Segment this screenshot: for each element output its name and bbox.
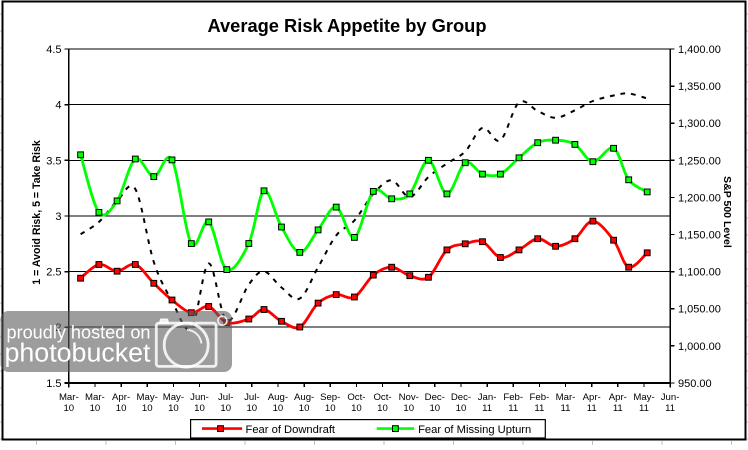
svg-text:3.5: 3.5: [46, 155, 61, 167]
svg-text:Average Risk Appetite by Group: Average Risk Appetite by Group: [207, 15, 486, 36]
svg-text:1 = Avoid Risk, 5 = Take Risk: 1 = Avoid Risk, 5 = Take Risk: [31, 140, 43, 285]
svg-text:Oct-: Oct-: [347, 392, 365, 403]
svg-text:1,150.00: 1,150.00: [678, 230, 721, 242]
svg-text:10: 10: [377, 403, 388, 414]
svg-text:Feb-: Feb-: [530, 392, 550, 403]
svg-text:Mar-: Mar-: [59, 392, 79, 403]
svg-text:1,250.00: 1,250.00: [678, 155, 721, 167]
svg-text:Aug-: Aug-: [294, 392, 314, 403]
svg-text:1,050.00: 1,050.00: [678, 304, 721, 316]
svg-text:10: 10: [168, 403, 179, 414]
svg-text:May-: May-: [137, 392, 158, 403]
svg-text:10: 10: [220, 403, 231, 414]
svg-text:1,350.00: 1,350.00: [678, 81, 721, 93]
svg-text:10: 10: [351, 403, 362, 414]
svg-text:11: 11: [613, 403, 623, 414]
svg-text:10: 10: [429, 403, 440, 414]
svg-text:11: 11: [534, 403, 544, 414]
svg-text:Dec-: Dec-: [425, 392, 445, 403]
svg-text:May-: May-: [633, 392, 654, 403]
svg-text:10: 10: [194, 403, 205, 414]
svg-text:Jul-: Jul-: [218, 392, 233, 403]
svg-text:Jun-: Jun-: [190, 392, 209, 403]
svg-text:1,400.00: 1,400.00: [678, 44, 721, 56]
svg-text:Sep-: Sep-: [320, 392, 340, 403]
svg-text:10: 10: [273, 403, 284, 414]
svg-text:Oct-: Oct-: [373, 392, 391, 403]
svg-text:Nov-: Nov-: [399, 392, 419, 403]
svg-text:4: 4: [55, 100, 61, 112]
svg-text:1,000.00: 1,000.00: [678, 341, 721, 353]
svg-text:11: 11: [561, 403, 571, 414]
svg-text:Jan-: Jan-: [478, 392, 497, 403]
svg-text:1,300.00: 1,300.00: [678, 118, 721, 130]
svg-text:11: 11: [482, 403, 492, 414]
svg-text:10: 10: [142, 403, 153, 414]
svg-text:May-: May-: [163, 392, 184, 403]
svg-text:Jun-: Jun-: [661, 392, 680, 403]
svg-text:proudly hosted on: proudly hosted on: [7, 321, 151, 342]
svg-text:10: 10: [63, 403, 74, 414]
svg-text:Apr-: Apr-: [112, 392, 130, 403]
svg-text:1,200.00: 1,200.00: [678, 192, 721, 204]
svg-text:1,100.00: 1,100.00: [678, 267, 721, 279]
svg-text:11: 11: [639, 403, 649, 414]
svg-text:10: 10: [90, 403, 101, 414]
svg-text:Fear of Downdraft: Fear of Downdraft: [246, 424, 336, 436]
svg-text:photobucket: photobucket: [5, 340, 151, 368]
svg-text:11: 11: [508, 403, 518, 414]
svg-text:10: 10: [299, 403, 310, 414]
svg-text:Apr-: Apr-: [583, 392, 601, 403]
svg-text:2.5: 2.5: [46, 267, 61, 279]
svg-text:Apr-: Apr-: [609, 392, 627, 403]
svg-text:11: 11: [665, 403, 675, 414]
svg-text:10: 10: [456, 403, 467, 414]
svg-text:11: 11: [587, 403, 597, 414]
svg-text:Dec-: Dec-: [451, 392, 471, 403]
svg-text:Jul-: Jul-: [244, 392, 259, 403]
svg-text:10: 10: [116, 403, 127, 414]
svg-text:10: 10: [403, 403, 414, 414]
svg-text:1.5: 1.5: [46, 378, 61, 390]
svg-text:950.00: 950.00: [678, 378, 712, 390]
svg-text:Feb-: Feb-: [503, 392, 523, 403]
svg-text:10: 10: [246, 403, 257, 414]
svg-text:4.5: 4.5: [46, 44, 61, 56]
svg-text:Mar-: Mar-: [85, 392, 105, 403]
svg-text:Mar-: Mar-: [556, 392, 576, 403]
svg-text:Aug-: Aug-: [268, 392, 288, 403]
svg-text:3: 3: [55, 211, 61, 223]
svg-text:Fear of Missing Upturn: Fear of Missing Upturn: [418, 424, 531, 436]
svg-text:10: 10: [325, 403, 336, 414]
svg-text:S&P 500 Level: S&P 500 Level: [721, 176, 733, 248]
